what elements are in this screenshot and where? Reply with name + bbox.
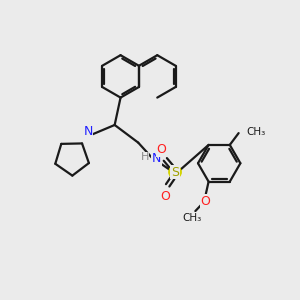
Text: O: O — [156, 143, 166, 156]
Text: CH₃: CH₃ — [247, 127, 266, 136]
Text: N: N — [83, 125, 93, 138]
Circle shape — [169, 166, 181, 178]
Text: CH₃: CH₃ — [183, 212, 202, 223]
Text: O: O — [201, 195, 211, 208]
Text: O: O — [160, 190, 170, 203]
Text: S: S — [171, 166, 179, 178]
Text: H: H — [140, 152, 149, 162]
Text: N: N — [152, 152, 161, 165]
